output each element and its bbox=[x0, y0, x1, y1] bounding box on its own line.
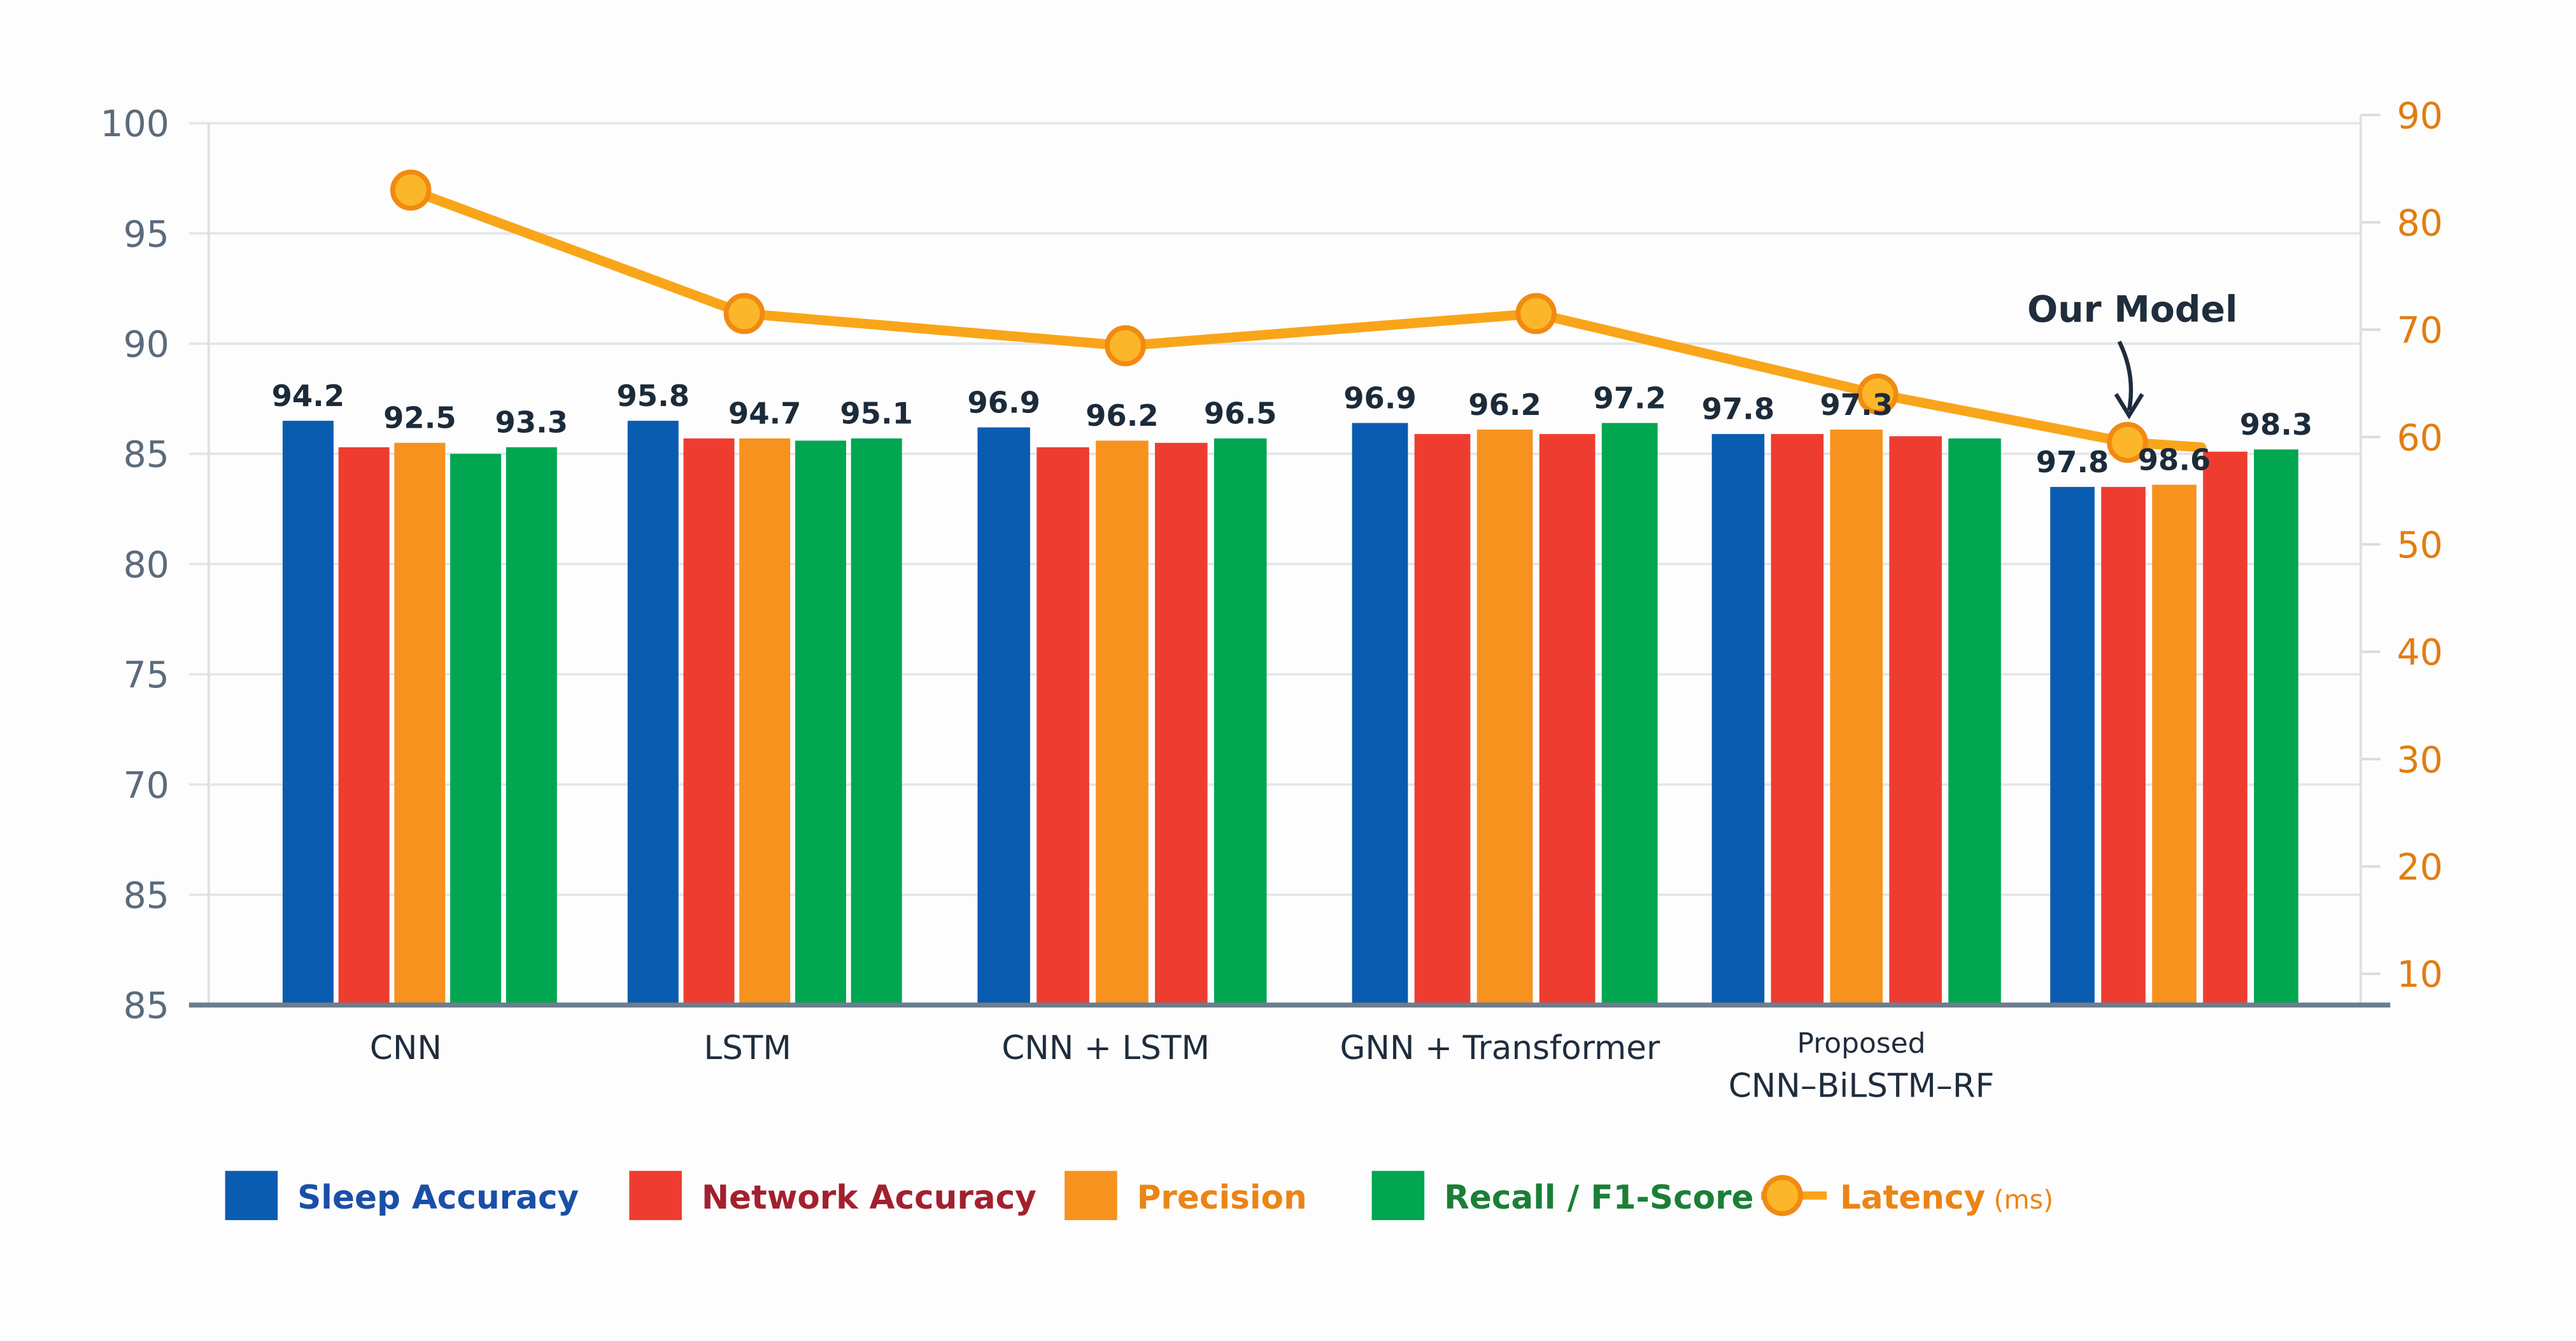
bar bbox=[338, 447, 390, 1006]
bar bbox=[2152, 484, 2197, 1006]
y2-tick-label: 10 bbox=[2397, 954, 2443, 996]
x-tick-label: GNN + Transformer bbox=[1340, 1029, 1660, 1067]
latency-point bbox=[1515, 293, 1557, 334]
y-tick-label: 75 bbox=[124, 654, 169, 696]
y2-tick-label: 20 bbox=[2397, 846, 2443, 888]
bar bbox=[394, 442, 446, 1006]
latency-line bbox=[390, 169, 2207, 463]
annotation: Our Model bbox=[2027, 289, 2237, 419]
x-tick-label: CNN bbox=[370, 1029, 442, 1067]
legend-marker bbox=[1762, 1175, 1803, 1216]
bar bbox=[450, 454, 502, 1006]
bar bbox=[2050, 487, 2095, 1006]
y-tick-label: 90 bbox=[124, 324, 169, 366]
legend-swatch bbox=[225, 1170, 278, 1221]
bar bbox=[683, 438, 735, 1006]
arrow-head-icon bbox=[2114, 393, 2144, 419]
bar bbox=[851, 438, 902, 1006]
bar bbox=[1771, 433, 1824, 1006]
bar bbox=[282, 421, 334, 1006]
bar bbox=[1096, 440, 1149, 1006]
data-label: 96.2 bbox=[1468, 388, 1541, 422]
bar bbox=[1948, 438, 2001, 1006]
data-label: 92.5 bbox=[383, 401, 456, 435]
y-tick-label: 95 bbox=[124, 213, 169, 255]
data-label: 98.6 bbox=[2138, 442, 2211, 477]
y2-tick-label: 70 bbox=[2397, 310, 2443, 352]
legend-swatch bbox=[1371, 1170, 1425, 1221]
latency-point bbox=[2107, 421, 2148, 463]
bar bbox=[506, 447, 557, 1006]
bar bbox=[2101, 487, 2146, 1006]
legend-swatch bbox=[629, 1170, 682, 1221]
legend-label: Recall / F1-Score bbox=[1444, 1179, 1753, 1217]
y2-tick-label: 90 bbox=[2397, 95, 2443, 137]
annotation-text: Our Model bbox=[2027, 289, 2237, 331]
y2-tick-label: 30 bbox=[2397, 739, 2443, 781]
data-label: 96.2 bbox=[1086, 398, 1159, 433]
bar bbox=[1889, 436, 1942, 1006]
x-tick-label: LSTM bbox=[704, 1029, 791, 1067]
latency-point bbox=[1857, 373, 1899, 415]
y-tick-label: 85 bbox=[124, 434, 169, 476]
legend-label: Latency (ms) bbox=[1840, 1179, 2053, 1217]
data-label: 94.2 bbox=[272, 379, 345, 413]
bar bbox=[1711, 433, 1765, 1006]
latency-point bbox=[1105, 325, 1146, 367]
bar bbox=[1830, 430, 1883, 1006]
data-label: 96.5 bbox=[1204, 397, 1277, 431]
bar bbox=[1539, 433, 1596, 1006]
data-label: 96.9 bbox=[1343, 381, 1417, 415]
y2-tick-label: 40 bbox=[2397, 632, 2443, 674]
bar bbox=[2254, 449, 2298, 1006]
bars bbox=[282, 421, 2298, 1006]
data-label: 94.7 bbox=[728, 397, 802, 431]
bar bbox=[2203, 451, 2247, 1006]
bar bbox=[627, 421, 679, 1006]
data-label: 96.9 bbox=[967, 385, 1040, 419]
y2-tick-label: 50 bbox=[2397, 524, 2443, 566]
data-label: 97.8 bbox=[1702, 392, 1775, 426]
bar bbox=[1601, 423, 1658, 1006]
latency-point bbox=[723, 293, 765, 334]
data-label: 97.8 bbox=[2036, 445, 2109, 479]
y2-tick-label: 80 bbox=[2397, 202, 2443, 244]
data-label: 95.8 bbox=[616, 379, 690, 413]
bar bbox=[1476, 430, 1533, 1006]
legend-unit: (ms) bbox=[1985, 1184, 2053, 1215]
legend-label: Precision bbox=[1137, 1179, 1307, 1217]
x-tick-label: CNN–BiLSTM–RF bbox=[1729, 1067, 1995, 1106]
x-tick-label: CNN + LSTM bbox=[1001, 1029, 1210, 1067]
legend-swatch bbox=[1065, 1170, 1117, 1221]
annotation-arrow bbox=[2117, 341, 2134, 411]
data-label: 93.3 bbox=[495, 405, 569, 439]
y-tick-label: 80 bbox=[124, 544, 169, 586]
data-label: 97.2 bbox=[1593, 381, 1666, 415]
data-label: 95.1 bbox=[840, 397, 913, 431]
bar bbox=[795, 440, 846, 1006]
y-tick-label: 70 bbox=[124, 764, 169, 806]
y-tick-label: 85 bbox=[124, 985, 169, 1027]
legend-label: Sleep Accuracy bbox=[297, 1179, 579, 1217]
bar bbox=[1155, 442, 1208, 1006]
y2-tick-label: 60 bbox=[2397, 417, 2443, 459]
data-label: 98.3 bbox=[2240, 407, 2313, 442]
bar bbox=[739, 438, 791, 1006]
latency-point bbox=[390, 169, 432, 211]
x-tick-label: Proposed bbox=[1797, 1027, 1926, 1060]
axes: 100 95 90 85 80 75 70 85 85 90 80 70 60 50 40 30 20 10 CNN… bbox=[101, 95, 2443, 1105]
legend: Sleep Accuracy Network Accuracy Precision R… bbox=[225, 1170, 2053, 1221]
bar bbox=[1037, 447, 1089, 1006]
bar bbox=[1214, 438, 1267, 1006]
data-labels: 94.2 92.5 93.3 95.8 94.7 95.1 96.9 96.2 96.5 96.9… bbox=[272, 379, 2313, 479]
legend-label: Network Accuracy bbox=[702, 1179, 1037, 1217]
y-tick-label: 100 bbox=[101, 103, 169, 145]
data-label: 97.3 bbox=[1820, 388, 1893, 422]
bar bbox=[1414, 433, 1471, 1006]
bar bbox=[977, 427, 1030, 1006]
y-tick-label: 85 bbox=[124, 875, 169, 917]
bar bbox=[1352, 423, 1408, 1006]
